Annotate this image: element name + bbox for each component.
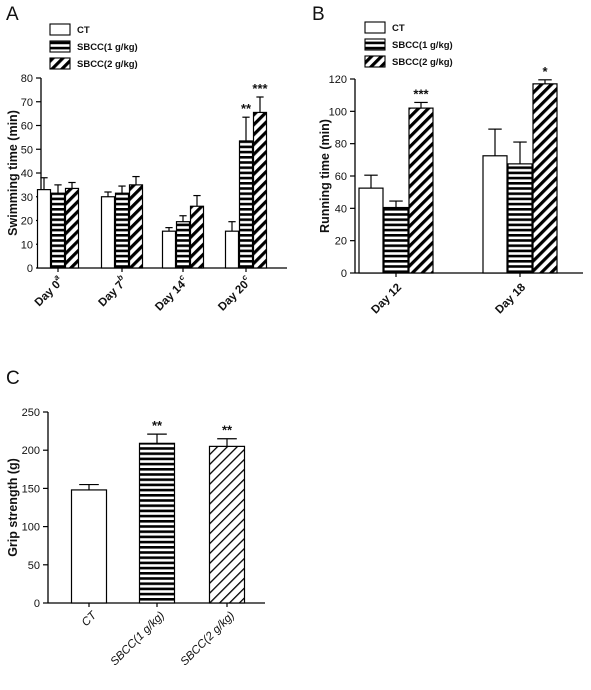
y-axis-title: Running time (min): [318, 119, 332, 233]
legend-swatch: [49, 57, 71, 70]
bar: [64, 187, 80, 269]
panel-a-swimming-chart: A 0 10 20 30 40 50 60 70 80 Swimming time (min) Day…: [6, 4, 287, 313]
x-tick-label: Day 18: [493, 281, 528, 316]
significance-label: ***: [252, 81, 268, 96]
y-tick-label: 40: [335, 203, 347, 215]
x-tick-label: Day 7b: [94, 273, 131, 310]
significance-label: *: [542, 64, 548, 79]
bar: [161, 230, 177, 269]
y-tick-label: 60: [21, 121, 33, 133]
bar: [507, 163, 533, 274]
bar: [482, 155, 508, 274]
legend-swatch: [364, 21, 386, 34]
significance-label: **: [222, 423, 233, 438]
y-tick-label: 0: [34, 598, 40, 610]
y-tick-label: 20: [335, 236, 347, 248]
panel-c-grip-chart: C 0 50 100 150 200 250 Grip strength (g) CT ** SBC…: [6, 368, 265, 668]
x-tick-label: Day 0a: [30, 272, 67, 309]
panel-letter: A: [6, 4, 19, 25]
y-tick-label: 80: [21, 73, 33, 85]
y-tick-label: 50: [21, 144, 33, 156]
panel-letter: C: [6, 368, 20, 389]
x-tick-label: SBCC(1 g/kg): [108, 610, 167, 669]
bar: [138, 442, 176, 604]
legend-swatch: [49, 40, 71, 53]
bar: [532, 83, 558, 274]
bar: [358, 187, 384, 274]
x-tick-label: Day 12: [369, 282, 404, 317]
y-tick-label: 120: [329, 74, 347, 86]
y-tick-label: 150: [22, 483, 40, 495]
bar: [408, 107, 434, 274]
bar: [224, 230, 240, 269]
significance-label: **: [152, 418, 163, 433]
y-axis-title: Grip strength (g): [6, 458, 20, 557]
x-tick-label: Day 14c: [150, 272, 191, 313]
bar: [100, 196, 116, 269]
x-tick-label: Day 20c: [213, 272, 254, 313]
legend-swatch: [364, 55, 386, 68]
y-tick-label: 0: [27, 263, 33, 275]
y-tick-label: 10: [21, 239, 33, 251]
panel-b-running-chart: B 0 20 40 60 80 100 120 Running time (min) *** Day…: [312, 4, 583, 316]
y-tick-label: 200: [22, 445, 40, 457]
y-tick-label: 100: [329, 106, 347, 118]
significance-label: **: [241, 101, 252, 116]
x-tick-label: CT: [80, 609, 100, 629]
legend-label: SBCC(2 g/kg): [392, 57, 453, 68]
legend-swatch: [364, 38, 386, 51]
y-tick-label: 60: [335, 171, 347, 183]
y-tick-label: 70: [21, 97, 33, 109]
bar: [383, 206, 409, 274]
legend-label: CT: [392, 23, 405, 34]
y-tick-label: 20: [21, 216, 33, 228]
legend-label: CT: [77, 25, 90, 36]
y-tick-label: 100: [22, 522, 40, 534]
x-tick-label: SBCC(2 g/kg): [178, 610, 237, 669]
legend-label: SBCC(2 g/kg): [77, 59, 138, 70]
y-tick-label: 250: [22, 407, 40, 419]
bar: [70, 489, 108, 604]
bar: [114, 192, 130, 269]
bar: [238, 140, 254, 269]
bar: [128, 184, 144, 269]
panel-letter: B: [312, 4, 325, 25]
bar: [252, 111, 268, 269]
y-tick-label: 80: [335, 139, 347, 151]
bar: [175, 221, 191, 269]
y-tick-label: 30: [21, 192, 33, 204]
bar: [50, 192, 66, 269]
bar: [189, 205, 205, 269]
y-tick-label: 50: [28, 560, 40, 572]
y-axis-title: Swimming time (min): [6, 110, 20, 236]
bar: [36, 189, 52, 269]
y-tick-label: 0: [341, 268, 347, 280]
legend-label: SBCC(1 g/kg): [392, 40, 453, 51]
legend-swatch: [49, 23, 71, 36]
legend-label: SBCC(1 g/kg): [77, 42, 138, 53]
bar: [208, 445, 246, 604]
y-tick-label: 40: [21, 168, 33, 180]
significance-label: ***: [413, 86, 429, 101]
